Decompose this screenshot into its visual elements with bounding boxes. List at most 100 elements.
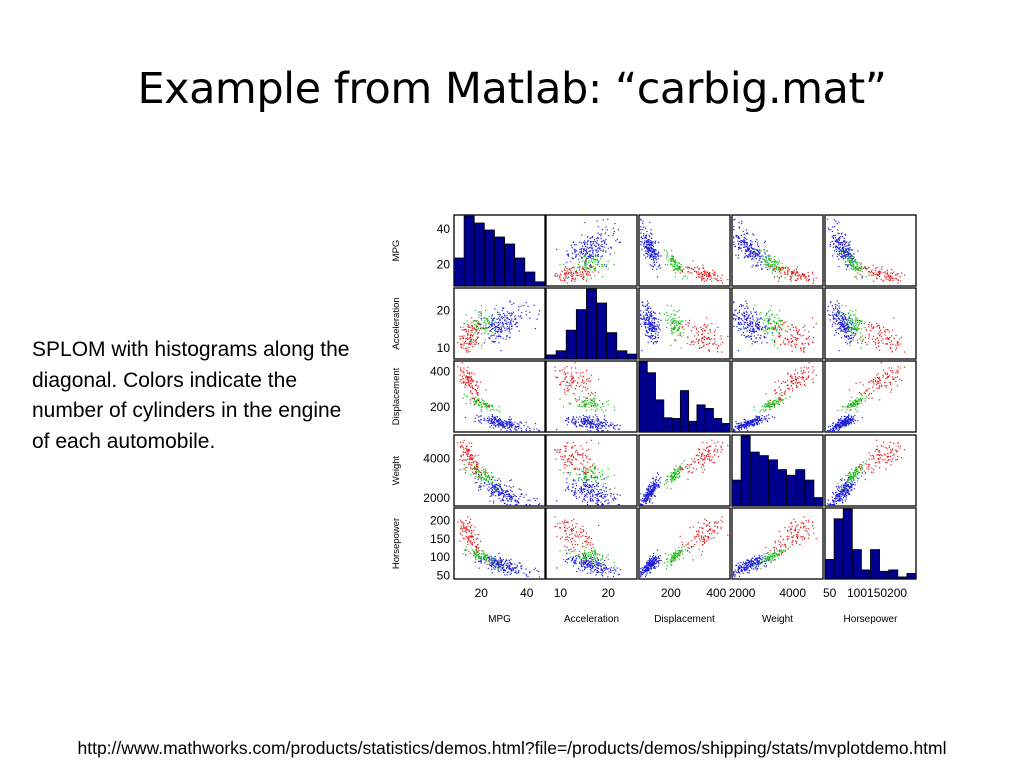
data-point <box>510 497 512 499</box>
data-point <box>654 242 656 244</box>
data-point <box>647 238 649 240</box>
data-point <box>478 416 480 418</box>
data-point <box>794 345 796 347</box>
data-point <box>643 235 645 237</box>
data-point <box>651 318 653 320</box>
data-point <box>797 272 799 274</box>
data-point <box>855 265 857 268</box>
data-point <box>671 261 673 263</box>
data-point <box>494 333 496 335</box>
data-point <box>487 321 489 323</box>
data-point <box>644 319 646 321</box>
data-point <box>686 277 688 279</box>
data-point <box>559 276 561 278</box>
data-point <box>666 254 668 256</box>
data-point <box>850 415 852 417</box>
data-point <box>474 399 476 401</box>
data-point <box>778 260 781 262</box>
data-point <box>484 403 487 405</box>
data-point <box>503 317 505 319</box>
data-point <box>860 400 862 403</box>
data-point <box>671 250 673 252</box>
data-point <box>566 254 568 256</box>
data-point <box>688 319 691 322</box>
data-point <box>847 257 849 259</box>
data-point <box>676 265 678 267</box>
data-point <box>470 342 472 344</box>
data-point <box>646 256 648 258</box>
data-point <box>589 421 591 423</box>
data-point <box>878 349 881 351</box>
data-point <box>615 240 617 242</box>
data-point <box>844 240 846 242</box>
data-point <box>602 219 604 221</box>
data-point <box>738 309 741 312</box>
data-point <box>475 390 478 392</box>
data-point <box>747 307 749 309</box>
data-point <box>803 366 805 368</box>
data-point <box>702 267 704 269</box>
data-point <box>746 255 748 258</box>
data-point <box>720 277 722 279</box>
data-point <box>484 339 486 341</box>
data-point <box>643 318 645 320</box>
data-point <box>486 488 488 490</box>
data-point <box>475 338 478 341</box>
data-point <box>759 418 761 420</box>
data-point <box>477 393 479 395</box>
data-point <box>747 422 750 424</box>
data-point <box>850 264 852 266</box>
data-point <box>671 263 673 266</box>
data-point <box>678 316 680 318</box>
data-point <box>837 421 839 424</box>
data-point <box>839 426 841 428</box>
data-point <box>596 421 599 423</box>
data-point <box>650 340 652 342</box>
data-point <box>650 325 652 327</box>
data-point <box>694 270 696 272</box>
data-point <box>876 278 878 280</box>
data-point <box>740 427 742 429</box>
data-point <box>656 340 659 342</box>
data-point <box>463 329 465 331</box>
data-point <box>521 493 523 495</box>
data-point <box>889 277 891 279</box>
data-point <box>835 250 838 253</box>
data-point <box>582 267 585 269</box>
data-point <box>508 327 510 330</box>
data-point <box>677 270 679 272</box>
data-point <box>607 429 609 432</box>
data-point <box>847 325 850 328</box>
data-point <box>848 330 850 332</box>
data-point <box>495 426 497 428</box>
data-point <box>778 399 780 401</box>
data-point <box>799 381 801 384</box>
data-point <box>514 500 516 502</box>
data-point <box>471 331 473 333</box>
data-point <box>738 318 740 320</box>
data-point <box>688 322 690 325</box>
data-point <box>519 495 521 498</box>
data-point <box>740 317 742 320</box>
data-point <box>469 350 471 352</box>
data-point <box>586 252 589 254</box>
data-point <box>753 234 755 236</box>
data-point <box>581 380 584 382</box>
data-point <box>836 253 839 255</box>
data-point <box>827 218 829 220</box>
data-point <box>483 403 485 406</box>
data-point <box>570 280 573 282</box>
data-point <box>738 305 741 308</box>
data-point <box>785 321 787 323</box>
data-point <box>812 372 814 374</box>
data-point <box>580 420 582 422</box>
data-point <box>579 416 581 418</box>
data-point <box>585 266 587 268</box>
data-point <box>835 425 837 427</box>
data-point <box>881 332 883 334</box>
data-point <box>740 242 743 244</box>
data-point <box>807 337 810 339</box>
data-point <box>600 241 602 243</box>
data-point <box>489 323 491 325</box>
data-point <box>745 318 748 321</box>
